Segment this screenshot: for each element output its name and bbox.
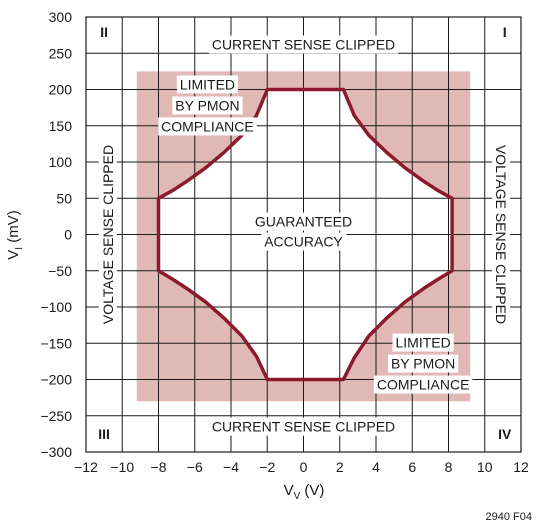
limited-by-pmon-bottom-label-line: LIMITED [396,335,451,351]
guaranteed-accuracy-label-line: ACCURACY [264,234,343,250]
y-axis-title-main: V [5,250,22,260]
limited-by-pmon-top-label-line-group: LIMITED [176,75,239,94]
x-tick-label: 6 [408,459,416,475]
guaranteed-accuracy-label-line-backing [261,232,347,251]
limited-by-pmon-bottom-label-line-group: BY PMON [387,354,459,373]
y-tick-label: 250 [49,45,73,61]
quadrant-i-label: I [503,24,507,40]
limited-by-pmon-top-label-line: COMPLIANCE [161,118,254,134]
quadrant-iv-label: IV [498,426,512,442]
figure-id: 2940 F04 [486,511,532,523]
quadrant-iii-label: III [98,426,110,442]
guaranteed-accuracy-label-line-backing [251,212,356,231]
voltage-sense-clipped-right-label: VOLTAGE SENSE CLIPPED [493,145,509,324]
y-tick-label: −200 [40,372,72,388]
limited-by-pmon-top-label-line-group: BY PMON [172,96,243,115]
x-axis-title-sub: V [294,491,301,502]
quadrant-iii-label-backing [95,424,113,443]
current-sense-clipped-bottom-label: CURRENT SENSE CLIPPED [212,419,395,435]
x-tick-label: −6 [187,459,203,475]
x-tick-label: 0 [300,459,308,475]
quadrant-ii-label: II [100,24,108,40]
current-sense-clipped-bottom-label-backing [208,417,399,436]
voltage-sense-clipped-right-label-backing [492,141,511,328]
y-axis-title: VI (mV) [5,210,25,259]
limited-by-pmon-bottom-label-line-group: COMPLIANCE [373,375,473,394]
x-tick-label: −10 [110,459,134,475]
limited-by-pmon-top-label-line-backing [158,117,257,136]
guaranteed-accuracy-label-line: GUARANTEED [255,214,352,230]
y-tick-label: 0 [64,227,72,243]
limited-by-pmon-top-label-line-backing [176,75,239,94]
quadrant-iv-label-backing [495,424,515,443]
y-tick-label: −50 [48,263,72,279]
limited-by-pmon-bottom-label-line-backing [392,333,454,352]
x-axis-title-main: V [284,482,294,499]
x-tick-label: 10 [477,459,493,475]
x-tick-label: 2 [336,459,344,475]
y-tick-label: 150 [49,118,73,134]
quadrant-i-label-group: I [499,23,510,42]
y-tick-label: −300 [40,444,72,460]
quadrant-iii-label-group: III [95,424,113,443]
x-tick-label: −2 [259,459,275,475]
annotation-layer: CURRENT SENSE CLIPPED CURRENT SENSE CLIPP… [95,23,515,443]
y-tick-label: −150 [40,335,72,351]
limited-by-pmon-top-label-line: LIMITED [180,76,235,92]
y-tick-label: 100 [49,154,73,170]
limited-by-pmon-bottom-label-line-group: LIMITED [392,333,454,352]
quadrant-ii-label-group: II [97,23,112,42]
voltage-sense-clipped-left-label-backing [98,141,117,328]
y-tick-label: 50 [56,190,72,206]
y-tick-label: 200 [49,82,73,98]
x-tick-label: −8 [151,459,167,475]
limited-by-pmon-bottom-label-line-backing [373,375,473,394]
accuracy-boundary-line [156,87,454,382]
boundary-layer [156,87,454,382]
x-tick-label: −12 [74,459,98,475]
y-tick-label: −100 [40,299,72,315]
x-tick-label: 8 [445,459,453,475]
current-sense-clipped-top-label-group: CURRENT SENSE CLIPPED [208,35,399,54]
limited-by-pmon-bottom-label-line: BY PMON [391,356,455,372]
current-sense-clipped-top-label-backing [208,35,399,54]
quadrant-iv-label-group: IV [495,424,515,443]
guaranteed-accuracy-label-line-group: ACCURACY [261,232,347,251]
x-tick-label: 12 [513,459,529,475]
limited-by-pmon-bottom-label-line: COMPLIANCE [377,377,470,393]
current-sense-clipped-top-label: CURRENT SENSE CLIPPED [212,37,395,53]
quadrant-i-label-backing [499,23,510,42]
y-axis-title-sub: I [14,247,25,250]
current-sense-clipped-bottom-label-group: CURRENT SENSE CLIPPED [208,417,399,436]
y-tick-label: −250 [40,408,72,424]
y-tick-label: 300 [49,9,73,25]
x-tick-label: 4 [372,459,380,475]
x-axis-title-unit: (V) [300,482,324,499]
y-axis-title-unit: (mV) [5,210,22,247]
x-axis-title: VV (V) [284,482,325,502]
voltage-sense-clipped-right-label-group: VOLTAGE SENSE CLIPPED [492,141,511,328]
limited-by-pmon-top-label-line-group: COMPLIANCE [158,117,257,136]
limited-by-pmon-top-label-line: BY PMON [175,97,239,113]
x-tick-label: −4 [223,459,239,475]
guaranteed-accuracy-label-line-group: GUARANTEED [251,212,356,231]
voltage-sense-clipped-left-label: VOLTAGE SENSE CLIPPED [100,145,116,324]
limited-by-pmon-top-label-line-backing [172,96,243,115]
voltage-sense-clipped-left-label-group: VOLTAGE SENSE CLIPPED [98,141,117,328]
tick-label-layer: −12 −10 −8 −6 −4 −2 0 2 4 6 8 10 12 300 250 200 150 100 50… [40,9,529,475]
limited-by-pmon-bottom-label-line-backing [387,354,459,373]
quadrant-ii-label-backing [97,23,112,42]
